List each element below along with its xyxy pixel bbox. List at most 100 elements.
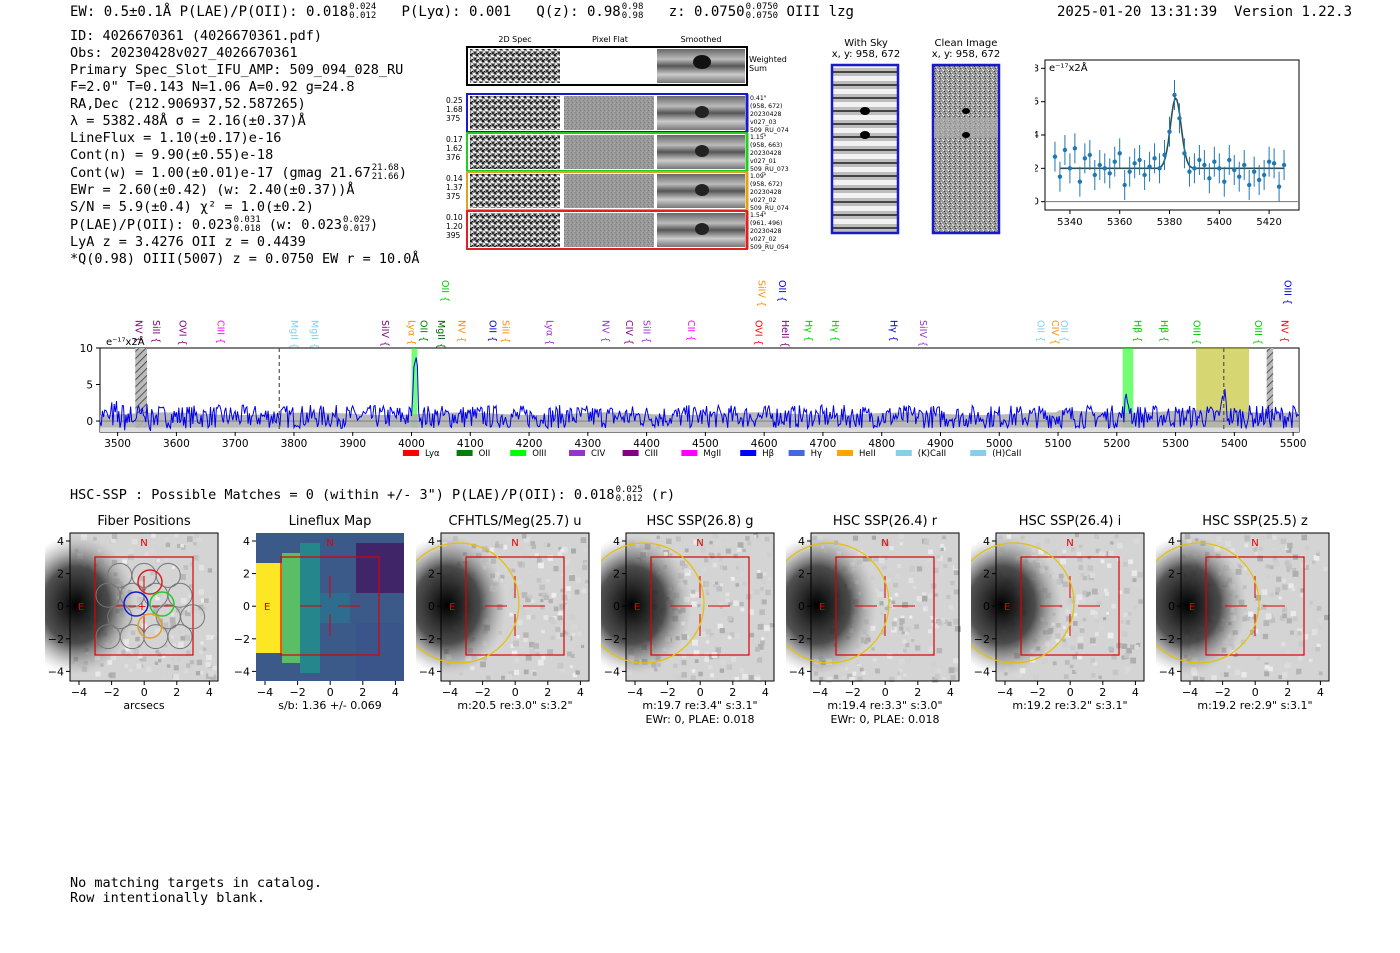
- spectrum-sky-residual: [100, 427, 1299, 432]
- imaging-ytick-label: −2: [1159, 633, 1175, 646]
- imaging-xtick-label: 2: [729, 686, 736, 699]
- spectrum-line-label: SiIV {: [917, 320, 928, 347]
- spectrum-line-label: NV {: [456, 320, 467, 343]
- fiber-circle-green: [149, 591, 175, 617]
- imaging-xtick-label: 2: [544, 686, 551, 699]
- spectrum-xtick-label: 5000: [986, 438, 1013, 450]
- header-version: Version 1.22.3: [1234, 4, 1353, 20]
- spectrum-line-label: OII {: [487, 320, 498, 342]
- imaging-xtick-label: 2: [173, 686, 180, 699]
- imaging-xtick-label: 0: [327, 686, 334, 699]
- imaging-caption: m:19.2 re:2.9" s:3.1": [1197, 699, 1312, 712]
- spectrum-xtick-label: 5500: [1280, 438, 1307, 450]
- legend-swatch: [895, 450, 912, 456]
- zoom-xtick-label: 5400: [1207, 217, 1232, 228]
- galaxy-source: [416, 535, 507, 675]
- imaging-ytick-label: −4: [789, 665, 805, 678]
- north-marker: N: [1066, 538, 1073, 549]
- imaging-xtick-label: −4: [442, 686, 458, 699]
- spectrum-xtick-label: 4200: [516, 438, 543, 450]
- imaging-xtick-label: −2: [1214, 686, 1230, 699]
- cutout-row-value: 375: [446, 192, 461, 201]
- legend-swatch: [510, 450, 527, 456]
- spectrum-line-label: OVI {: [176, 320, 187, 346]
- legend-swatch: [788, 450, 805, 456]
- legend-label: (K)CaII: [918, 449, 946, 459]
- zoom-data-point: [1077, 179, 1083, 184]
- zoom-gaussian-model: [1059, 96, 1285, 170]
- imaging-caption: m:19.4 re:3.3" s:3.0": [827, 699, 942, 712]
- cutout-source-blob: [695, 106, 709, 118]
- col-title-2dspec: 2D Spec: [498, 35, 531, 44]
- east-marker: E: [634, 602, 640, 613]
- zoom-line-fit-plot: e⁻¹⁷x2Å 5340 5360 5380 5400 5420 0 2 4 6 8: [1035, 59, 1300, 228]
- imaging-ytick-label: −4: [1159, 665, 1175, 678]
- north-marker: N: [140, 538, 147, 549]
- zoom-ytick-label: 2: [1035, 163, 1039, 174]
- spectrum-trace: [99, 357, 1300, 432]
- col-title-smoothed: Smoothed: [681, 35, 722, 44]
- legend-swatch: [740, 450, 757, 456]
- east-marker: E: [1004, 602, 1010, 613]
- spectrum-line-label: OII {: [439, 280, 450, 302]
- spectrum-line-label: SiIV {: [379, 320, 390, 347]
- cutout-row-value: 0.25: [446, 96, 463, 105]
- imaging-caption: m:19.7 re:3.4" s:3.1": [642, 699, 757, 712]
- east-marker: E: [264, 602, 270, 613]
- zoom-data-point: [1132, 161, 1137, 166]
- zoom-data-point: [1147, 164, 1152, 169]
- imaging-panel-2: Lineflux Map −4 −2 0 2 4 4 2 0 −2 −4 N Es/b: 1.36 +/…: [234, 514, 404, 712]
- spectrum-line-label: SiII {: [641, 320, 652, 343]
- info-contn: Cont(n) = 9.90(±0.55)e-18: [70, 147, 274, 163]
- spectrum-line-label: NV {: [1278, 320, 1289, 343]
- spectrum-xtick-label: 4000: [398, 438, 425, 450]
- imaging-xtick-label: 4: [947, 686, 954, 699]
- spectrum-xtick-label: 5200: [1103, 438, 1130, 450]
- clean-image: [931, 63, 1001, 235]
- spectrum-highlight-band: [411, 348, 418, 432]
- cutout-source-blob: [695, 223, 709, 235]
- imaging-panel-title: HSC SSP(26.4) r: [833, 514, 938, 529]
- imaging-xtick-label: 2: [359, 686, 366, 699]
- zoom-data-point: [1072, 146, 1078, 151]
- spectrum-line-label: OIII {: [1281, 280, 1292, 305]
- spectrum-xtick-label: 3600: [163, 438, 190, 450]
- legend-swatch: [622, 450, 639, 456]
- imaging-ytick-label: −2: [604, 633, 620, 646]
- cutout-row-value: 0.14: [446, 174, 463, 183]
- spectrum-line-label: OII {: [776, 280, 787, 302]
- imaging-ytick-label: 2: [428, 568, 435, 581]
- spectrum-xtick-label: 4600: [751, 438, 778, 450]
- spectrum-masked-band: [135, 348, 148, 432]
- zoom-xtick-label: 5360: [1107, 217, 1132, 228]
- imaging-ytick-label: 0: [57, 600, 64, 613]
- weighted-source-blob: [693, 55, 711, 69]
- cutout-row-meta: 509_RU_054: [750, 244, 789, 251]
- zoom-data-point: [1242, 162, 1247, 168]
- spectrum-xtick-label: 4100: [457, 438, 484, 450]
- spectrum-line-label: Hβ {: [1131, 320, 1142, 342]
- imaging-panel-title: Lineflux Map: [289, 514, 372, 529]
- spectrum-xtick-label: 3500: [104, 438, 131, 450]
- imaging-ytick-label: −4: [419, 665, 435, 678]
- imaging-ytick-label: 0: [428, 600, 435, 613]
- spectrum-line-label: MgII {: [435, 320, 446, 349]
- cutout-row-value: 395: [446, 231, 461, 240]
- fiber-circle-red: [137, 569, 163, 595]
- header-ew-plae: EW: 0.5±0.1Å P(LAE)/P(OII): 0.018: [70, 4, 349, 20]
- spectrum-xtick-label: 4800: [868, 438, 895, 450]
- zoom-data-point: [1087, 152, 1093, 158]
- search-box: [94, 556, 194, 656]
- weighted-sum-label-1: Weighted: [749, 55, 787, 64]
- cutout-row-value: 0.17: [446, 135, 463, 144]
- legend-label: CIII: [645, 449, 658, 459]
- info-q: *Q(0.98) OIII(5007) z = 0.0750 EW r = 10…: [70, 251, 420, 267]
- spectrum-line-label: CIV {: [1049, 320, 1060, 345]
- legend-swatch: [403, 450, 419, 456]
- fiber-circle-orange: [137, 613, 163, 639]
- cutout-pixelflat: [564, 174, 654, 208]
- spectrum-line-label: Hγ {: [829, 320, 840, 342]
- info-obs: Obs: 20230428v027_4026670361: [70, 45, 298, 61]
